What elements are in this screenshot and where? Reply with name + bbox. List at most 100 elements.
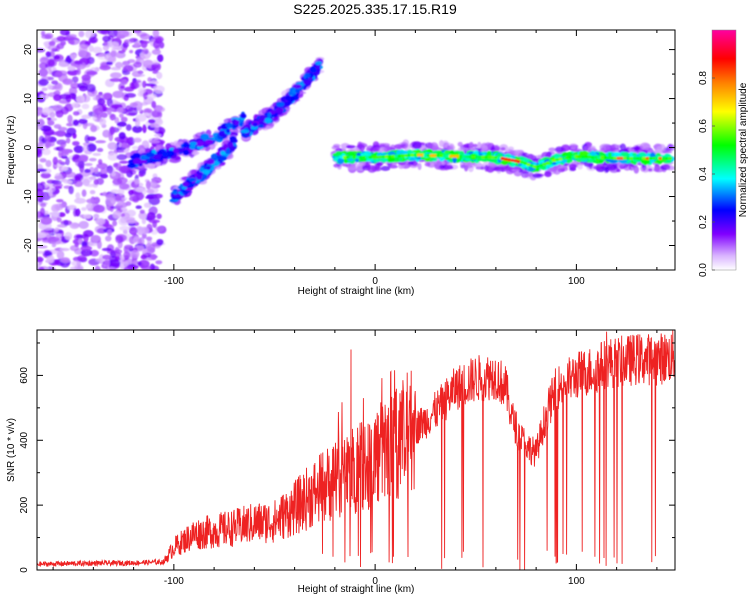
spectrogram-cell bbox=[142, 80, 147, 89]
spectrogram-cell bbox=[154, 37, 162, 44]
spectrogram-cell bbox=[74, 61, 83, 65]
spectrogram-cell bbox=[140, 254, 148, 260]
spectrogram-cell bbox=[151, 110, 161, 118]
spectrogram-cell bbox=[553, 153, 562, 158]
spectrogram-frame bbox=[36, 29, 676, 271]
spectrogram-cell bbox=[584, 155, 589, 159]
spectrogram-cell bbox=[555, 146, 564, 153]
spectrogram-cell bbox=[140, 102, 149, 106]
spectrogram-cell bbox=[426, 153, 431, 157]
spectrogram-x-label: Height of straight line (km) bbox=[298, 286, 415, 297]
spectrogram-cell bbox=[156, 238, 164, 246]
spectrogram-cell bbox=[141, 48, 149, 55]
spectrogram-cell bbox=[145, 152, 155, 158]
spectrogram-cell bbox=[362, 155, 367, 159]
spectrogram-cell bbox=[93, 204, 105, 213]
spectrogram-cell bbox=[651, 156, 657, 160]
spectrogram-cell bbox=[583, 145, 591, 152]
spectrogram-cell bbox=[289, 95, 295, 102]
spectrogram-cell bbox=[54, 175, 64, 180]
spectrogram-cell bbox=[449, 154, 454, 158]
spectrogram-cell bbox=[62, 78, 74, 86]
spectrogram-cell bbox=[125, 219, 138, 224]
colorbar-ticks: 0.0 0.2 0.4 0.6 0.8 bbox=[698, 71, 715, 277]
spectrogram-cell bbox=[86, 198, 99, 205]
spectrogram-cell bbox=[110, 172, 116, 177]
spectrogram-cell bbox=[172, 147, 182, 154]
spectrogram-cell bbox=[140, 40, 148, 49]
spectrogram-cell bbox=[39, 56, 50, 64]
spectrogram-cell bbox=[511, 168, 521, 172]
spectrogram-cell bbox=[51, 211, 60, 217]
spectrogram-cell bbox=[89, 189, 96, 195]
spectrogram-cell bbox=[81, 74, 91, 81]
spectrogram-cell bbox=[94, 265, 101, 270]
spectrogram-cell bbox=[45, 51, 52, 58]
spectrogram-cell bbox=[655, 156, 660, 160]
spectrogram-cell bbox=[388, 165, 399, 169]
spectrogram-cell bbox=[465, 155, 470, 159]
spectrogram-cell bbox=[346, 155, 351, 159]
spectrogram-cell bbox=[37, 147, 43, 156]
spectrogram-cell bbox=[632, 156, 637, 160]
spectrogram-cell bbox=[108, 259, 121, 268]
spectrogram-cell bbox=[532, 173, 542, 178]
spectrogram-cell bbox=[404, 144, 411, 152]
spectrogram-cell bbox=[519, 160, 525, 164]
spectrogram-cell bbox=[41, 34, 52, 40]
spectrogram-cell bbox=[131, 145, 139, 150]
spectrogram-cell bbox=[371, 155, 377, 159]
spectrogram-cell bbox=[548, 147, 556, 152]
spectrogram-cell bbox=[73, 208, 78, 217]
spectrogram-cell bbox=[102, 45, 110, 51]
spectrogram-cell bbox=[46, 83, 53, 90]
spectrogram-cell bbox=[407, 153, 412, 157]
spectrogram-cell bbox=[346, 145, 355, 149]
spectrogram-cell bbox=[37, 107, 43, 116]
spectrogram-cell bbox=[140, 154, 147, 161]
spectrogram-cell bbox=[118, 50, 126, 54]
spectrogram-cell bbox=[471, 155, 476, 159]
spectrogram-y-label: Frequency (Hz) bbox=[6, 116, 17, 185]
colorbar: 0.0 0.2 0.4 0.6 0.8 Normalized spectral ampl… bbox=[698, 29, 749, 277]
spectrogram-cell bbox=[61, 166, 68, 171]
spectrogram-cell bbox=[152, 30, 160, 38]
spectrogram-cell bbox=[400, 154, 406, 158]
spectrogram-cell bbox=[67, 34, 77, 39]
spectrogram-cell bbox=[348, 165, 358, 171]
spectrogram-cell bbox=[39, 94, 45, 98]
spectrogram-cell bbox=[505, 153, 512, 159]
spectrogram-cell bbox=[645, 156, 650, 160]
spectrogram-cell bbox=[138, 237, 145, 246]
spectrogram-cell bbox=[43, 250, 52, 257]
spectrogram-cell bbox=[402, 150, 408, 155]
spectrogram-cell bbox=[69, 266, 82, 270]
spectrogram-cell bbox=[97, 30, 109, 34]
spectrogram-cell bbox=[145, 236, 153, 241]
spectrogram-cell bbox=[59, 93, 71, 100]
spectrogram-cell bbox=[581, 155, 586, 159]
spectrogram-cell bbox=[532, 165, 538, 169]
spectrogram-cell bbox=[151, 100, 157, 109]
spectrogram-cell bbox=[439, 164, 445, 169]
spectrogram-cell bbox=[37, 182, 46, 192]
spectrogram-cell bbox=[118, 165, 130, 174]
spectrogram-cell bbox=[577, 163, 583, 170]
spectrogram-cell bbox=[156, 71, 163, 80]
spectrogram-cell bbox=[109, 41, 120, 48]
spectrogram-cell bbox=[500, 147, 506, 151]
spectrogram-cell bbox=[45, 141, 52, 149]
spectrogram-cell bbox=[455, 154, 460, 158]
spectrogram-cell bbox=[77, 255, 87, 263]
spectrogram-cell bbox=[182, 181, 188, 187]
spectrogram-cell bbox=[153, 85, 165, 94]
spectrogram-cell bbox=[191, 150, 200, 156]
spectrogram-cell bbox=[58, 61, 70, 68]
spectrogram-cell bbox=[119, 225, 131, 231]
spectrogram-cell bbox=[587, 155, 592, 159]
spectrogram-cell bbox=[120, 116, 128, 123]
spectrogram-cell bbox=[394, 154, 399, 158]
colorbar-tick-label: 0.4 bbox=[698, 167, 709, 181]
spectrogram-cell bbox=[642, 156, 647, 160]
spectrogram-cell bbox=[59, 203, 64, 209]
